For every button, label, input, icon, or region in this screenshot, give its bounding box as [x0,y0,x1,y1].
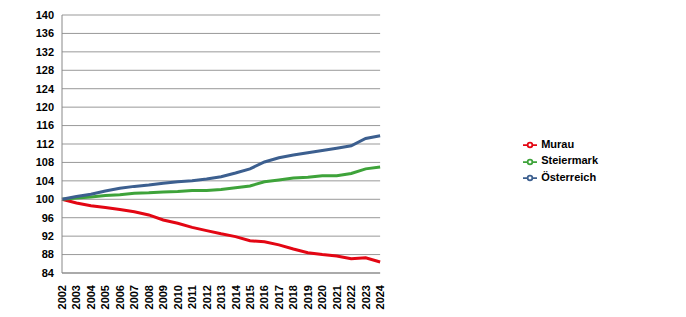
svg-text:2019: 2019 [302,285,314,309]
html-text:Steiermark: Steiermark [541,154,598,167]
svg-text:100: 100 [36,193,54,205]
svg-text:128: 128 [36,64,54,76]
svg-text:2015: 2015 [244,285,256,309]
svg-text:124: 124 [36,83,55,95]
svg-text:2021: 2021 [331,285,343,309]
html-text:Murau: Murau [541,138,575,151]
svg-text:2008: 2008 [143,285,155,309]
svg-text:2010: 2010 [172,285,184,309]
svg-text:2005: 2005 [99,285,111,309]
svg-text:2018: 2018 [287,285,299,309]
svg-text:2016: 2016 [258,285,270,309]
svg-text:2004: 2004 [85,284,97,309]
svg-text:112: 112 [36,138,54,150]
svg-text:2022: 2022 [345,285,357,309]
svg-text:2006: 2006 [114,285,126,309]
svg-text:88: 88 [42,248,54,260]
svg-text:2011: 2011 [186,285,198,309]
svg-text:132: 132 [36,46,54,58]
html-text:Österreich: Österreich [541,170,597,183]
svg-text:2007: 2007 [128,285,140,309]
svg-text:2009: 2009 [157,285,169,309]
svg-text:96: 96 [42,212,54,224]
svg-text:116: 116 [36,119,54,131]
svg-text:2020: 2020 [316,285,328,309]
svg-text:84: 84 [42,267,55,279]
svg-text:2017: 2017 [273,285,285,309]
svg-text:104: 104 [36,175,55,187]
svg-text:2003: 2003 [70,285,82,309]
svg-text:2012: 2012 [201,285,213,309]
svg-text:120: 120 [36,101,54,113]
svg-text:108: 108 [36,156,54,168]
svg-text:2014: 2014 [230,284,242,309]
svg-text:140: 140 [36,9,54,21]
svg-text:2023: 2023 [360,285,372,309]
svg-text:2002: 2002 [56,285,68,309]
svg-text:2013: 2013 [215,285,227,309]
svg-text:2024: 2024 [374,284,386,309]
svg-text:136: 136 [36,27,54,39]
svg-text:92: 92 [42,230,54,242]
